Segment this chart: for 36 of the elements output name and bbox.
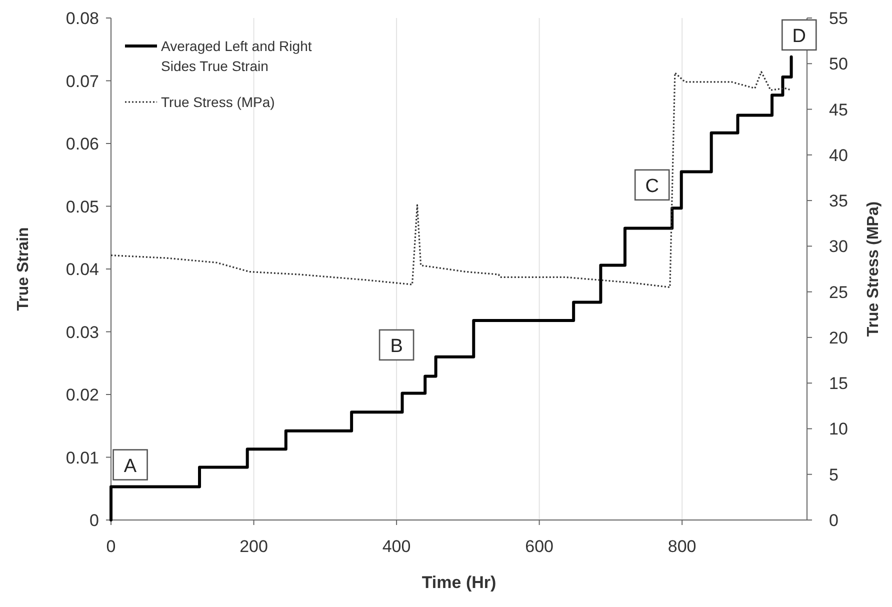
y-tick-label: 0.07	[66, 72, 99, 91]
y-tick-label: 0.02	[66, 386, 99, 404]
y-tick-label: 0	[90, 511, 99, 530]
y-tick-label: 0.08	[66, 9, 99, 28]
x-tick-label: 600	[525, 537, 554, 556]
y2-tick-label: 20	[829, 328, 848, 348]
y-tick-label: 0.04	[66, 260, 99, 279]
y-tick-label: 0.06	[66, 134, 99, 154]
y2-tick-label: 50	[829, 54, 848, 74]
y2-tick-label: 40	[829, 146, 848, 165]
y2-axis-title: True Stress (MPa)	[865, 201, 882, 337]
legend-label: True Stress (MPa)	[161, 94, 275, 110]
annotation: C	[645, 176, 659, 197]
y-axis-title: True Strain	[15, 227, 32, 311]
x-axis-title: Time (Hr)	[422, 573, 496, 592]
y2-tick-label: 15	[829, 374, 848, 394]
x-tick-label: 800	[668, 537, 696, 556]
annotation: B	[390, 336, 403, 357]
y2-tick-label: 35	[829, 192, 848, 211]
legend-label: Averaged Left and Right Sides True Strain	[161, 38, 312, 74]
x-tick-label: 400	[382, 537, 411, 556]
y2-tick-label: 45	[829, 100, 848, 120]
y-tick-label: 0.03	[66, 322, 99, 342]
annotation: D	[792, 26, 806, 47]
y2-tick-label: 5	[829, 465, 838, 484]
y2-tick-label: 10	[829, 420, 848, 439]
x-tick-label: 0	[106, 537, 116, 556]
x-tick-label: 200	[240, 537, 268, 556]
y-tick-label: 0.05	[66, 197, 99, 216]
y2-tick-label: 30	[829, 237, 848, 256]
y2-tick-label: 0	[829, 511, 838, 530]
y2-tick-label: 25	[829, 282, 848, 302]
y2-tick-label: 55	[829, 9, 848, 28]
annotation: A	[124, 456, 137, 477]
y-tick-label: 0.01	[66, 448, 99, 468]
line-series	[110, 71, 792, 288]
